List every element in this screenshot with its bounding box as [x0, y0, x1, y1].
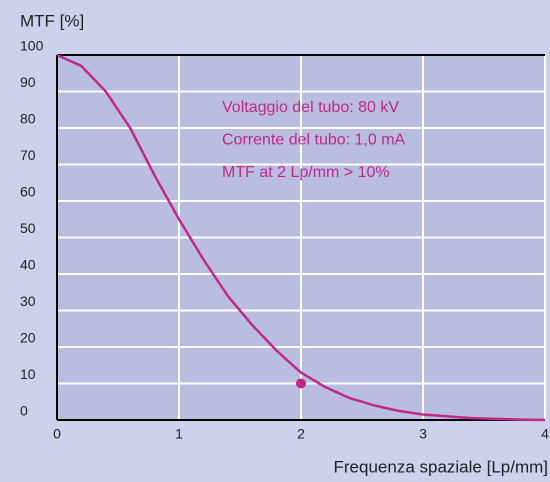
y-tick-label: 70 — [20, 147, 36, 163]
y-tick-label: 20 — [20, 330, 36, 346]
y-tick-label: 0 — [20, 403, 28, 419]
y-tick-label: 100 — [20, 38, 44, 54]
x-tick-label: 4 — [541, 426, 549, 442]
y-tick-label: 90 — [20, 74, 36, 90]
annotation: Voltaggio del tubo: 80 kV — [222, 99, 399, 116]
y-tick-label: 60 — [20, 184, 36, 200]
y-axis-label: MTF [%] — [20, 11, 84, 30]
annotation: MTF at 2 Lp/mm > 10% — [222, 164, 390, 181]
y-tick-label: 80 — [20, 111, 36, 127]
y-tick-label: 30 — [20, 293, 36, 309]
y-tick-label: 50 — [20, 220, 36, 236]
y-tick-label: 40 — [20, 257, 36, 273]
x-tick-label: 0 — [53, 426, 61, 442]
y-tick-label: 10 — [20, 366, 36, 382]
x-tick-label: 2 — [297, 426, 305, 442]
x-tick-label: 3 — [419, 426, 427, 442]
x-axis-label: Frequenza spaziale [Lp/mm] — [334, 457, 549, 476]
mtf-line — [56, 53, 546, 422]
point — [296, 378, 306, 389]
annotation: Corrente del tubo: 1,0 mA — [222, 132, 406, 149]
x-tick-label: 1 — [175, 426, 183, 442]
